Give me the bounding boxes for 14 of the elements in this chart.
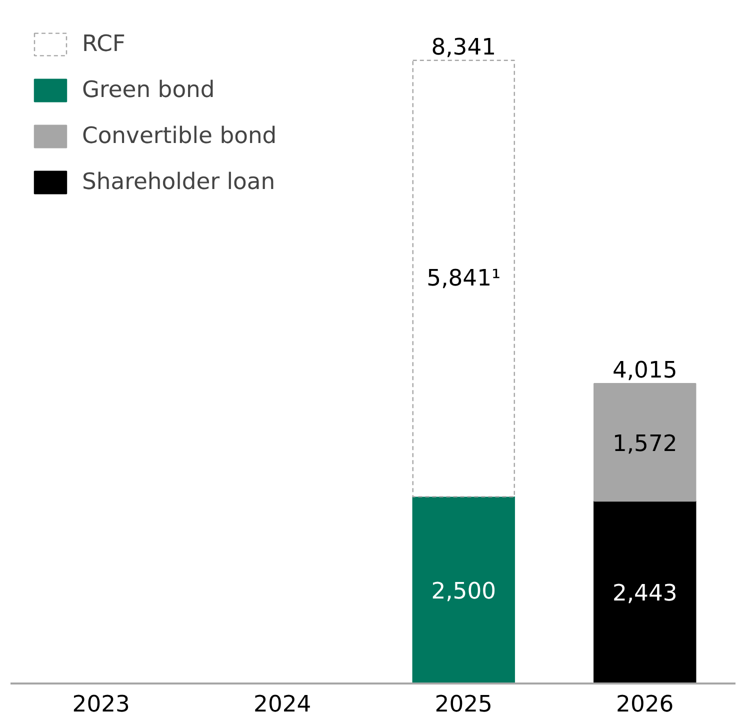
data-label: 1,572 (612, 430, 678, 457)
data-label: 5,841¹ (426, 266, 501, 292)
data-label: 2,443 (612, 580, 678, 607)
x-tick-label: 2026 (616, 692, 674, 714)
legend-label: Convertible bond (82, 123, 277, 149)
x-tick-label: 2025 (434, 692, 492, 714)
total-label: 4,015 (612, 358, 678, 384)
legend-label: Green bond (82, 77, 215, 103)
data-label: 2,500 (431, 578, 496, 605)
legend-label: Shareholder loan (82, 169, 276, 195)
x-tick-label: 2023 (72, 692, 130, 714)
total-label: 8,341 (431, 34, 496, 60)
x-tick-label: 2024 (254, 692, 312, 714)
legend-label: RCF (82, 31, 126, 57)
